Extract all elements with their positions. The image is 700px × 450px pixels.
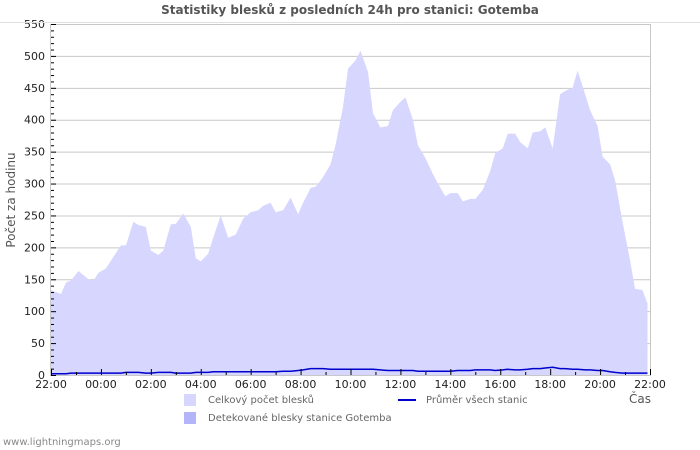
svg-text:550: 550 bbox=[24, 18, 45, 31]
svg-text:300: 300 bbox=[24, 178, 45, 191]
svg-text:250: 250 bbox=[24, 209, 45, 222]
legend-label-detected: Detekované blesky stanice Gotemba bbox=[208, 413, 392, 424]
legend-item-detected: Detekované blesky stanice Gotemba bbox=[184, 412, 392, 424]
svg-text:12:00: 12:00 bbox=[385, 378, 417, 391]
legend-label-total: Celkový počet blesků bbox=[208, 395, 315, 406]
svg-text:200: 200 bbox=[24, 241, 45, 254]
average-line-icon bbox=[398, 399, 416, 401]
svg-text:350: 350 bbox=[24, 146, 45, 159]
svg-text:16:00: 16:00 bbox=[484, 378, 516, 391]
legend-label-average: Průměr všech stanic bbox=[426, 395, 528, 406]
title-divider bbox=[0, 22, 700, 23]
svg-text:14:00: 14:00 bbox=[434, 378, 466, 391]
svg-text:02:00: 02:00 bbox=[135, 378, 167, 391]
svg-text:08:00: 08:00 bbox=[285, 378, 317, 391]
y-axis-label: Počet za hodinu bbox=[4, 152, 18, 247]
svg-text:500: 500 bbox=[24, 50, 45, 63]
legend-item-average: Průměr všech stanic bbox=[398, 395, 528, 406]
svg-text:00:00: 00:00 bbox=[85, 378, 117, 391]
svg-text:400: 400 bbox=[24, 114, 45, 127]
svg-text:06:00: 06:00 bbox=[235, 378, 267, 391]
svg-text:04:00: 04:00 bbox=[185, 378, 217, 391]
x-axis-label: Čas bbox=[629, 392, 651, 406]
plot-frame bbox=[50, 24, 651, 376]
total-strikes-area bbox=[51, 50, 648, 376]
svg-text:18:00: 18:00 bbox=[534, 378, 566, 391]
svg-text:450: 450 bbox=[24, 82, 45, 95]
svg-text:22:00: 22:00 bbox=[35, 378, 67, 391]
average-line bbox=[51, 366, 648, 375]
svg-text:100: 100 bbox=[24, 305, 45, 318]
y-axis-ticks: 0 50 100 150 200 250 300 350 400 450 500 550 bbox=[24, 18, 56, 382]
chart-title: Statistiky blesků z posledních 24h pro s… bbox=[161, 3, 539, 17]
svg-text:0: 0 bbox=[38, 369, 45, 382]
legend-item-total: Celkový počet blesků bbox=[184, 394, 314, 406]
svg-text:50: 50 bbox=[31, 337, 45, 350]
x-axis-ticks: 22:00 00:00 02:00 04:00 06:00 08:00 10:00 12:00… bbox=[35, 369, 666, 391]
detected-swatch-icon bbox=[184, 412, 196, 424]
svg-text:150: 150 bbox=[24, 273, 45, 286]
footer-site-link[interactable]: www.lightningmaps.org bbox=[3, 437, 121, 448]
svg-text:10:00: 10:00 bbox=[335, 378, 367, 391]
total-swatch-icon bbox=[184, 394, 196, 406]
svg-text:22:00: 22:00 bbox=[634, 378, 666, 391]
svg-text:20:00: 20:00 bbox=[584, 378, 616, 391]
